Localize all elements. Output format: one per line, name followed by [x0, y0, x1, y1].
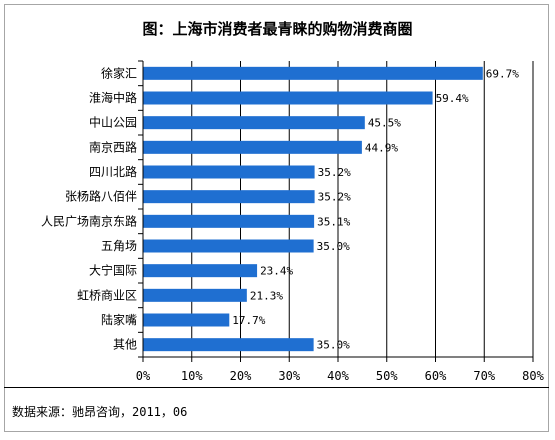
bar [143, 264, 258, 278]
x-tick-label: 0% [136, 369, 151, 383]
x-tick-label: 30% [278, 369, 300, 383]
x-tick-label: 40% [327, 369, 349, 383]
value-label: 69.7% [486, 67, 519, 80]
bar [143, 214, 315, 228]
category-label: 其他 [113, 338, 137, 352]
x-tick-label: 20% [230, 369, 252, 383]
chart-title: 图：上海市消费者最青睐的购物消费商圈 [142, 20, 413, 38]
footer-divider [4, 387, 549, 388]
value-label: 21.3% [250, 289, 283, 302]
bar [143, 239, 314, 253]
source-note: 数据来源：驰昂咨询，2011，06 [12, 405, 188, 419]
value-label: 35.1% [317, 215, 350, 228]
value-label: 35.0% [317, 240, 350, 253]
category-label: 中山公园 [89, 115, 137, 130]
x-tick-label: 50% [376, 369, 398, 383]
category-label: 南京西路 [89, 139, 137, 154]
x-tick-label: 10% [181, 369, 203, 383]
x-tick-label: 80% [522, 369, 544, 383]
category-label: 徐家汇 [101, 65, 137, 80]
value-label: 44.9% [365, 141, 398, 154]
bar [143, 66, 483, 80]
value-label: 23.4% [260, 265, 293, 278]
bar [143, 165, 315, 179]
bar [143, 338, 314, 352]
category-label: 张杨路八佰伴 [65, 189, 137, 204]
value-label: 35.2% [318, 166, 351, 179]
value-label: 17.7% [232, 314, 265, 327]
x-tick-label: 70% [473, 369, 495, 383]
value-label: 59.4% [436, 92, 469, 105]
value-label: 35.0% [317, 339, 350, 352]
category-label: 大宁国际 [89, 263, 137, 278]
bar [143, 91, 433, 105]
bar [143, 190, 315, 204]
category-label: 人民广场南京东路 [41, 213, 137, 228]
bar [143, 116, 365, 130]
x-tick-label: 60% [425, 369, 447, 383]
value-label: 35.2% [318, 191, 351, 204]
category-label: 五角场 [101, 239, 137, 253]
bar [143, 313, 230, 327]
bar [143, 288, 247, 302]
category-label: 陆家嘴 [101, 312, 137, 327]
category-label: 四川北路 [89, 164, 137, 179]
category-label: 虹桥商业区 [77, 287, 137, 302]
category-label: 淮海中路 [89, 90, 137, 105]
bar [143, 140, 362, 154]
value-label: 45.5% [368, 117, 401, 130]
